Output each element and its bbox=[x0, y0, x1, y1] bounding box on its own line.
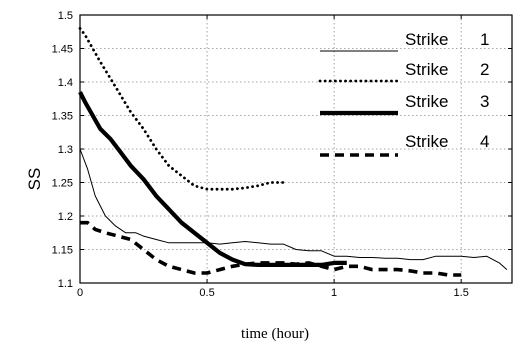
x-tick-label: 0 bbox=[77, 287, 83, 299]
legend-label-strike-number: 4 bbox=[480, 132, 489, 151]
series-line-strike-4 bbox=[80, 220, 462, 277]
series-line-strike-1 bbox=[79, 148, 508, 270]
x-tick-label: 1 bbox=[331, 287, 337, 299]
legend-label-strike-number: 3 bbox=[480, 92, 489, 111]
y-tick-label: 1.15 bbox=[52, 245, 73, 257]
legend-label-strike-word: Strike bbox=[405, 60, 448, 79]
x-axis-label: time (hour) bbox=[241, 326, 309, 342]
legend-label-strike-number: 1 bbox=[480, 30, 489, 49]
y-tick-label: 1.1 bbox=[58, 278, 73, 290]
y-tick-label: 1.3 bbox=[58, 144, 73, 156]
y-tick-label: 1.5 bbox=[58, 10, 73, 22]
x-tick-label: 0.5 bbox=[199, 287, 214, 299]
y-tick-label: 1.35 bbox=[52, 111, 73, 123]
legend: Strike 1 Strike 2 Strike 3 Strike 4 bbox=[318, 30, 489, 157]
series-lines bbox=[78, 26, 508, 277]
y-tick-label: 1.45 bbox=[52, 44, 73, 56]
legend-label-strike-word: Strike bbox=[405, 132, 448, 151]
legend-label-strike-word: Strike bbox=[405, 92, 448, 111]
x-tick-label: 1.5 bbox=[454, 287, 469, 299]
plot-frame bbox=[79, 14, 513, 284]
legend-label-strike-word: Strike bbox=[405, 30, 448, 49]
y-tick-labels: 1.1 1.15 1.2 1.25 1.3 1.35 1.4 1.45 1.5 bbox=[52, 10, 73, 290]
series-line-strike-2 bbox=[78, 26, 285, 191]
y-tick-label: 1.2 bbox=[58, 211, 73, 223]
x-tick-labels: 0 0.5 1 1.5 bbox=[77, 287, 469, 299]
series-line-strike-3 bbox=[78, 91, 347, 267]
y-tick-label: 1.4 bbox=[58, 77, 73, 89]
legend-label-strike-number: 2 bbox=[480, 60, 489, 79]
y-axis-label: SS bbox=[25, 168, 44, 191]
y-tick-label: 1.25 bbox=[52, 178, 73, 190]
